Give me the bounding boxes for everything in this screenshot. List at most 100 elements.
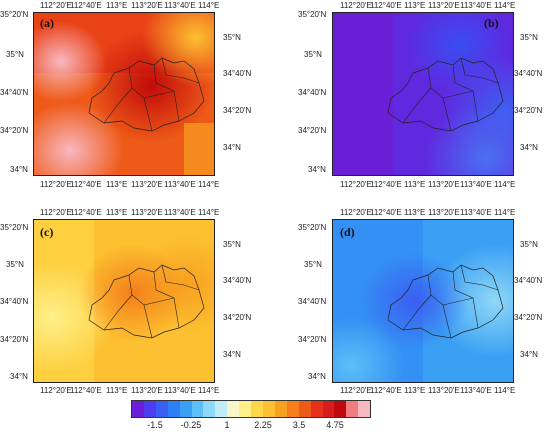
left-lat-label: 34°40'N — [298, 88, 327, 97]
left-lat-label: 35°20'N — [0, 10, 29, 19]
top-lon-label: 113°E — [404, 1, 426, 10]
bottom-lon-label: 113°40'E — [460, 386, 492, 395]
colorbar-tick-label: 1 — [224, 420, 230, 430]
top-lon-label: 112°20'E — [340, 1, 372, 10]
bottom-lon-label: 112°20'E — [40, 386, 72, 395]
right-lat-label: 34°40'N — [223, 276, 252, 285]
panel-tag: (a) — [40, 16, 54, 30]
colorbar-swatch — [143, 401, 156, 417]
bottom-lon-label: 113°20'E — [131, 386, 163, 395]
right-lat-label: 34°40'N — [514, 276, 543, 285]
left-lat-label: 35°20'N — [298, 10, 327, 19]
right-lat-label: 34°N — [520, 143, 538, 152]
bottom-lon-label: 113°E — [404, 180, 426, 189]
colorbar-swatch — [310, 401, 323, 417]
top-lon-label: 113°20'E — [428, 208, 460, 217]
colorbar-swatch — [346, 401, 359, 417]
left-lat-label: 35°N — [6, 260, 24, 269]
right-lat-label: 35°N — [520, 240, 538, 249]
right-lat-label: 34°20'N — [223, 106, 252, 115]
top-lon-label: 114°E — [198, 208, 220, 217]
top-lon-label: 113°40'E — [164, 1, 196, 10]
top-lon-label: 113°40'E — [460, 1, 492, 10]
right-lat-label: 35°N — [520, 33, 538, 42]
colorbar-swatch — [132, 401, 144, 417]
bottom-lon-label: 112°40'E — [370, 180, 402, 189]
left-lat-label: 34°20'N — [298, 335, 327, 344]
left-lat-label: 35°N — [6, 50, 24, 59]
top-lon-label: 113°E — [106, 208, 128, 217]
top-lon-label: 114°E — [494, 1, 516, 10]
colorbar-tick-label: -0.25 — [180, 420, 202, 430]
bottom-lon-label: 112°40'E — [70, 386, 102, 395]
left-lat-label: 35°N — [304, 50, 322, 59]
bottom-lon-label: 113°40'E — [164, 180, 196, 189]
left-lat-label: 34°N — [10, 372, 28, 381]
bottom-lon-label: 114°E — [494, 386, 516, 395]
bottom-lon-label: 113°20'E — [131, 180, 163, 189]
right-lat-label: 34°40'N — [514, 69, 543, 78]
bottom-lon-label: 112°20'E — [340, 180, 372, 189]
colorbar — [131, 400, 371, 418]
left-lat-label: 34°N — [308, 165, 326, 174]
colorbar-swatch — [358, 401, 371, 417]
colorbar-swatch — [167, 401, 180, 417]
right-lat-label: 34°40'N — [223, 69, 252, 78]
bottom-lon-label: 112°40'E — [370, 386, 402, 395]
top-lon-label: 113°E — [404, 208, 426, 217]
panel-tag: (b) — [484, 16, 499, 30]
top-lon-label: 114°E — [494, 208, 516, 217]
left-lat-label: 34°20'N — [298, 126, 327, 135]
left-lat-label: 34°20'N — [0, 335, 29, 344]
left-lat-label: 34°N — [308, 372, 326, 381]
map-panel-c — [33, 219, 215, 383]
bottom-lon-label: 114°E — [198, 386, 220, 395]
top-lon-label: 112°20'E — [340, 208, 372, 217]
left-lat-label: 34°40'N — [0, 88, 29, 97]
colorbar-swatch — [191, 401, 204, 417]
colorbar-swatch — [298, 401, 311, 417]
colorbar-swatch — [239, 401, 252, 417]
map-panel-b — [332, 12, 514, 176]
colorbar-swatch — [155, 401, 168, 417]
left-lat-label: 35°N — [304, 260, 322, 269]
left-lat-label: 34°40'N — [298, 297, 327, 306]
panel-tag: (d) — [340, 225, 355, 239]
right-lat-label: 35°N — [223, 33, 241, 42]
top-lon-label: 113°20'E — [131, 1, 163, 10]
top-lon-label: 112°40'E — [70, 208, 102, 217]
colorbar-swatch — [179, 401, 192, 417]
bottom-lon-label: 113°40'E — [460, 180, 492, 189]
top-lon-label: 113°40'E — [460, 208, 492, 217]
top-lon-label: 113°20'E — [428, 1, 460, 10]
right-lat-label: 34°N — [223, 350, 241, 359]
right-lat-label: 35°N — [223, 240, 241, 249]
bottom-lon-label: 113°E — [106, 180, 128, 189]
top-lon-label: 112°20'E — [40, 1, 72, 10]
bottom-lon-label: 113°E — [106, 386, 128, 395]
colorbar-swatch — [215, 401, 228, 417]
left-lat-label: 34°20'N — [0, 126, 29, 135]
right-lat-label: 34°20'N — [223, 313, 252, 322]
colorbar-swatch — [262, 401, 275, 417]
bottom-lon-label: 112°40'E — [70, 180, 102, 189]
left-lat-label: 35°20'N — [298, 223, 327, 232]
top-lon-label: 112°40'E — [370, 208, 402, 217]
bottom-lon-label: 114°E — [198, 180, 220, 189]
top-lon-label: 113°20'E — [131, 208, 163, 217]
bottom-lon-label: 113°E — [404, 386, 426, 395]
colorbar-swatch — [227, 401, 240, 417]
bottom-lon-label: 112°20'E — [340, 386, 372, 395]
top-lon-label: 112°40'E — [70, 1, 102, 10]
bottom-lon-label: 113°20'E — [428, 180, 460, 189]
top-lon-label: 114°E — [198, 1, 220, 10]
colorbar-swatch — [274, 401, 287, 417]
colorbar-tick-label: 4.75 — [326, 420, 344, 430]
right-lat-label: 34°20'N — [514, 313, 543, 322]
map-panel-d — [332, 219, 514, 383]
colorbar-tick-label: -1.5 — [147, 420, 163, 430]
right-lat-label: 34°20'N — [514, 106, 543, 115]
top-lon-label: 113°E — [106, 1, 128, 10]
colorbar-swatch — [334, 401, 347, 417]
left-lat-label: 34°N — [10, 165, 28, 174]
